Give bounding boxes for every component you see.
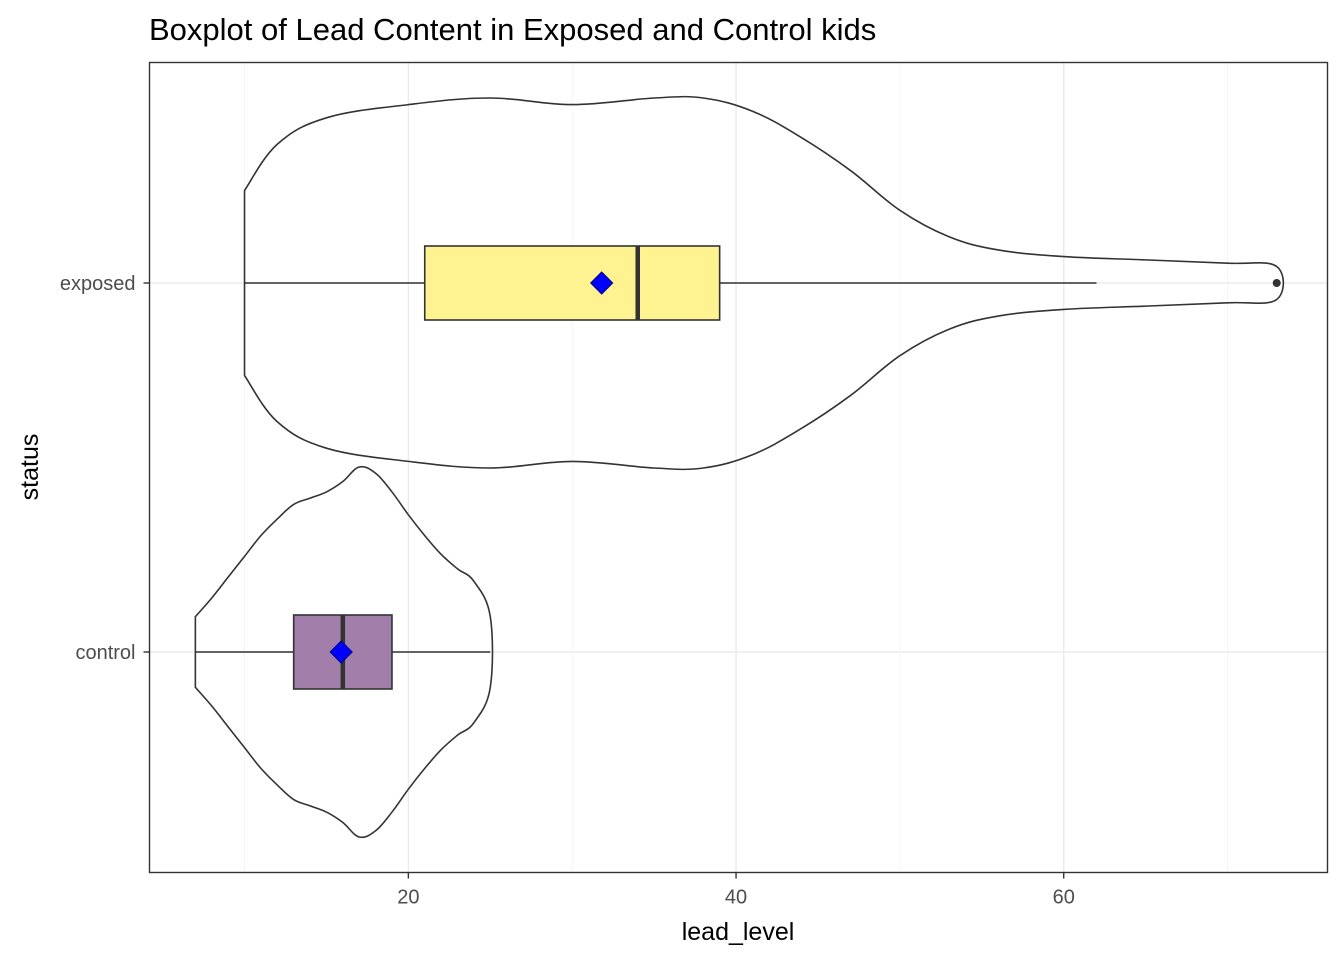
mean-marker-exposed bbox=[589, 271, 614, 295]
chart-title: Boxplot of Lead Content in Exposed and C… bbox=[149, 12, 876, 47]
violin-control bbox=[194, 465, 494, 839]
violin-exposed bbox=[243, 95, 1285, 471]
mean-marker-control bbox=[329, 640, 353, 664]
x-tick-label: 20 bbox=[397, 887, 419, 909]
y-tick-label: control bbox=[75, 642, 135, 664]
y-tick-label: exposed bbox=[60, 273, 136, 295]
x-tick-label: 60 bbox=[1053, 887, 1075, 909]
box-exposed bbox=[423, 245, 721, 321]
y-axis-title: status bbox=[16, 434, 44, 501]
outlier-point-exposed bbox=[1272, 279, 1281, 287]
panel-border bbox=[148, 61, 1329, 874]
x-tick-label: 40 bbox=[725, 887, 747, 909]
axes: 20 40 60 control exposed bbox=[60, 273, 1075, 909]
grid-lines bbox=[149, 62, 1328, 873]
plot-area bbox=[194, 95, 1285, 839]
x-axis-title: lead_level bbox=[682, 918, 795, 946]
